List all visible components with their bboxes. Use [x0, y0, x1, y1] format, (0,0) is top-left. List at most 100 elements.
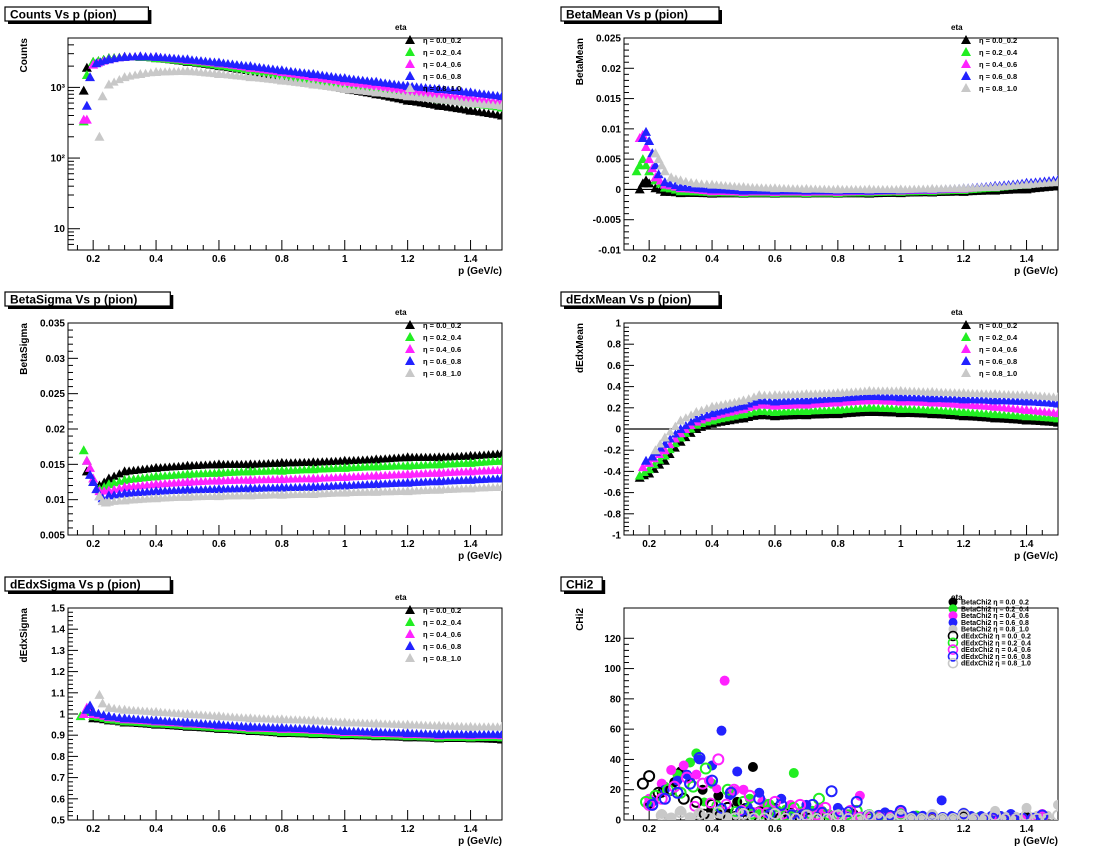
- data-point: [631, 166, 642, 176]
- y-tick-label: -0.2: [604, 446, 622, 457]
- data-point: [659, 166, 670, 176]
- chart-svg: BetaMean Vs p (pion) -0.01 -0.005 0 0.005 0.0…: [560, 6, 1059, 277]
- chart-title: Counts Vs p (pion): [10, 8, 117, 22]
- legend-title: eta: [951, 23, 963, 32]
- data-point: [653, 154, 664, 164]
- x-tick-label: 1.4: [1020, 539, 1034, 550]
- x-tick-label: 1: [898, 539, 904, 550]
- data-point: [714, 809, 726, 820]
- data-point: [670, 429, 680, 438]
- data-point: [681, 420, 691, 430]
- data-point: [659, 445, 670, 455]
- data-point: [842, 806, 854, 818]
- data-point: [675, 415, 686, 425]
- data-point: [641, 142, 652, 152]
- title-box: [560, 291, 720, 307]
- data-point: [979, 813, 991, 820]
- y-tick-label: 120: [604, 634, 621, 645]
- data-point: [665, 427, 675, 436]
- x-tick-label: 0.4: [149, 254, 163, 265]
- y-tick-label: 0.025: [596, 34, 621, 45]
- legend-entry: η = 0.6_0.8: [979, 357, 1017, 366]
- data-point: [1053, 177, 1058, 187]
- data-points: [636, 675, 1058, 820]
- legend-entry: η = 0.0_0.2: [979, 321, 1017, 330]
- data-point: [634, 470, 645, 480]
- chart-panel: Counts Vs p (pion) 10 10² 10³ 0.2 0.4 0.6 0.8 1 1…: [0, 0, 556, 285]
- legend-entry: η = 0.4_0.6: [423, 630, 461, 639]
- legend-marker: [405, 83, 415, 92]
- data-point: [81, 100, 92, 110]
- y-tick-label: 0.7: [51, 773, 65, 784]
- chart-panel: dEdxMean Vs p (pion) -1 -0.8 -0.6 -0.4 -0.2 0 0…: [556, 285, 1112, 570]
- y-axis-label: dEdxMean: [575, 323, 586, 373]
- legend-entry: η = 0.6_0.8: [979, 72, 1017, 81]
- y-axis-label: Counts: [19, 38, 30, 73]
- x-axis-label: p (GeV/c): [1014, 266, 1058, 277]
- legend-entry: η = 0.4_0.6: [979, 60, 1017, 69]
- y-tick-label: 0.015: [596, 94, 621, 105]
- data-point: [670, 180, 680, 189]
- legend-entry: η = 0.4_0.6: [979, 345, 1017, 354]
- data-point: [768, 807, 781, 820]
- x-tick-label: 0.2: [642, 539, 656, 550]
- data-point: [643, 770, 656, 783]
- legend-title: eta: [395, 308, 407, 317]
- data-point: [686, 417, 696, 426]
- x-tick-label: 1.2: [957, 254, 971, 265]
- data-point: [728, 783, 741, 796]
- data-point: [721, 783, 734, 796]
- data-point: [641, 455, 652, 465]
- legend-entry: η = 0.0_0.2: [979, 36, 1017, 45]
- x-axis-label: p (GeV/c): [458, 836, 502, 847]
- data-point: [712, 753, 725, 766]
- data-point: [821, 813, 833, 820]
- y-tick-label: 0.8: [51, 752, 65, 763]
- legend-entry: BetaChi2 η = 0.8_1.0: [961, 627, 1029, 634]
- data-point: [675, 424, 686, 433]
- data-point: [497, 100, 502, 110]
- x-tick-label: 1.2: [957, 539, 971, 550]
- data-point: [1042, 813, 1053, 820]
- plot-frame: [67, 37, 503, 251]
- legend-marker: [405, 47, 415, 56]
- legend-entry: BetaChi2 η = 0.2_0.4: [961, 606, 1029, 613]
- legend-marker: [947, 630, 959, 642]
- plot-frame: [67, 607, 503, 821]
- data-point: [97, 91, 108, 101]
- x-tick-label: 0.4: [705, 254, 719, 265]
- data-point: [114, 75, 124, 84]
- y-tick-label: -1: [612, 531, 621, 542]
- y-tick-label: 0.02: [46, 425, 66, 436]
- legend-marker: [405, 320, 415, 329]
- data-points: [634, 385, 1058, 482]
- data-point: [85, 700, 96, 710]
- x-tick-label: 1.2: [957, 824, 971, 835]
- data-point: [863, 809, 876, 820]
- data-point: [85, 462, 96, 472]
- legend-marker: [405, 653, 415, 662]
- data-point: [916, 813, 928, 820]
- y-tick-label: 0.005: [596, 155, 621, 166]
- legend-entry: η = 0.0_0.2: [423, 36, 461, 45]
- data-point: [670, 438, 680, 448]
- data-point: [78, 85, 89, 95]
- chart-panel: BetaMean Vs p (pion) -0.01 -0.005 0 0.005 0.0…: [556, 0, 1112, 285]
- data-point: [497, 473, 502, 483]
- chart-panel: CHi2 0 20 40 60 80 100 120 0.2 0.4 0.6 0.8 1 1.2 1.4 p …: [556, 570, 1112, 855]
- x-tick-label: 0.2: [86, 254, 100, 265]
- chart-svg: dEdxSigma Vs p (pion) 0.5 0.6 0.7 0.8 0.9 1 1.1…: [4, 576, 503, 847]
- data-point: [1036, 809, 1049, 820]
- data-point: [668, 780, 681, 793]
- y-tick-label: 0.6: [607, 361, 621, 372]
- y-tick-label: -0.6: [604, 488, 622, 499]
- y-tick-label: 1.2: [51, 667, 65, 678]
- data-point: [636, 777, 649, 790]
- y-tick-label: -0.01: [598, 246, 621, 257]
- data-point: [497, 110, 502, 120]
- data-point: [1027, 812, 1038, 820]
- data-point: [825, 785, 838, 798]
- data-point: [672, 775, 683, 786]
- legend-marker: [948, 617, 958, 627]
